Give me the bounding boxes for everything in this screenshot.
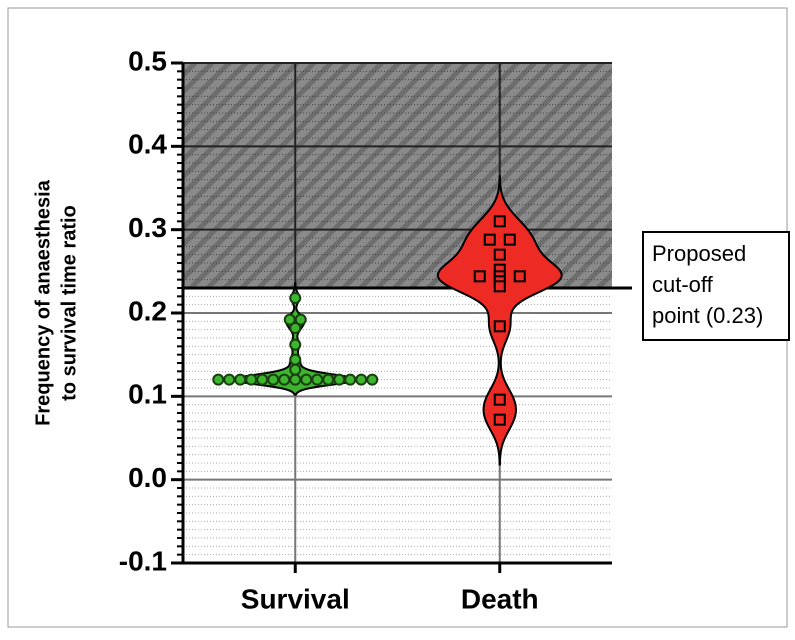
- data-point: [289, 353, 302, 366]
- y-tick-label: -0.1: [119, 545, 167, 576]
- y-tick-label: 0.1: [128, 379, 167, 410]
- annotation-text: point (0.23): [652, 303, 763, 328]
- data-point: [212, 373, 225, 386]
- data-point: [493, 320, 506, 333]
- data-point: [294, 313, 307, 326]
- data-point: [322, 373, 335, 386]
- y-axis-label: Frequency of anaesthesia: [32, 179, 54, 426]
- annotation-text: cut-off: [652, 272, 714, 297]
- data-point: [366, 373, 379, 386]
- data-point: [223, 373, 236, 386]
- y-tick-label: 0.5: [128, 45, 167, 76]
- data-point: [503, 233, 516, 246]
- data-point: [234, 373, 247, 386]
- data-point: [267, 373, 280, 386]
- data-point: [473, 270, 486, 283]
- data-point: [483, 233, 496, 246]
- data-point: [278, 373, 291, 386]
- data-point: [283, 313, 296, 326]
- data-point: [513, 270, 526, 283]
- data-point: [493, 393, 506, 406]
- y-tick-label: 0.0: [128, 462, 167, 493]
- data-point: [289, 363, 302, 376]
- data-point: [289, 338, 302, 351]
- data-point: [493, 215, 506, 228]
- annotation-box: [642, 231, 790, 341]
- data-point: [493, 248, 506, 261]
- data-point: [245, 373, 258, 386]
- data-point: [289, 292, 302, 304]
- y-tick-label: 0.3: [128, 212, 167, 243]
- data-point: [493, 280, 506, 293]
- data-point: [311, 373, 324, 386]
- y-tick-label: 0.4: [128, 129, 167, 160]
- data-point: [355, 373, 368, 386]
- x-tick-label: Survival: [241, 583, 350, 614]
- y-axis-label: to survival time ratio: [58, 205, 80, 401]
- data-point: [289, 322, 302, 334]
- cutoff-region: [183, 63, 612, 288]
- data-point: [300, 373, 313, 386]
- annotation-text: Proposed: [652, 241, 746, 266]
- y-tick-label: 0.2: [128, 295, 167, 326]
- data-point: [256, 373, 269, 386]
- data-point: [493, 413, 506, 426]
- x-tick-label: Death: [461, 583, 539, 614]
- data-point: [344, 373, 357, 386]
- data-point: [333, 373, 346, 386]
- data-point: [289, 373, 302, 386]
